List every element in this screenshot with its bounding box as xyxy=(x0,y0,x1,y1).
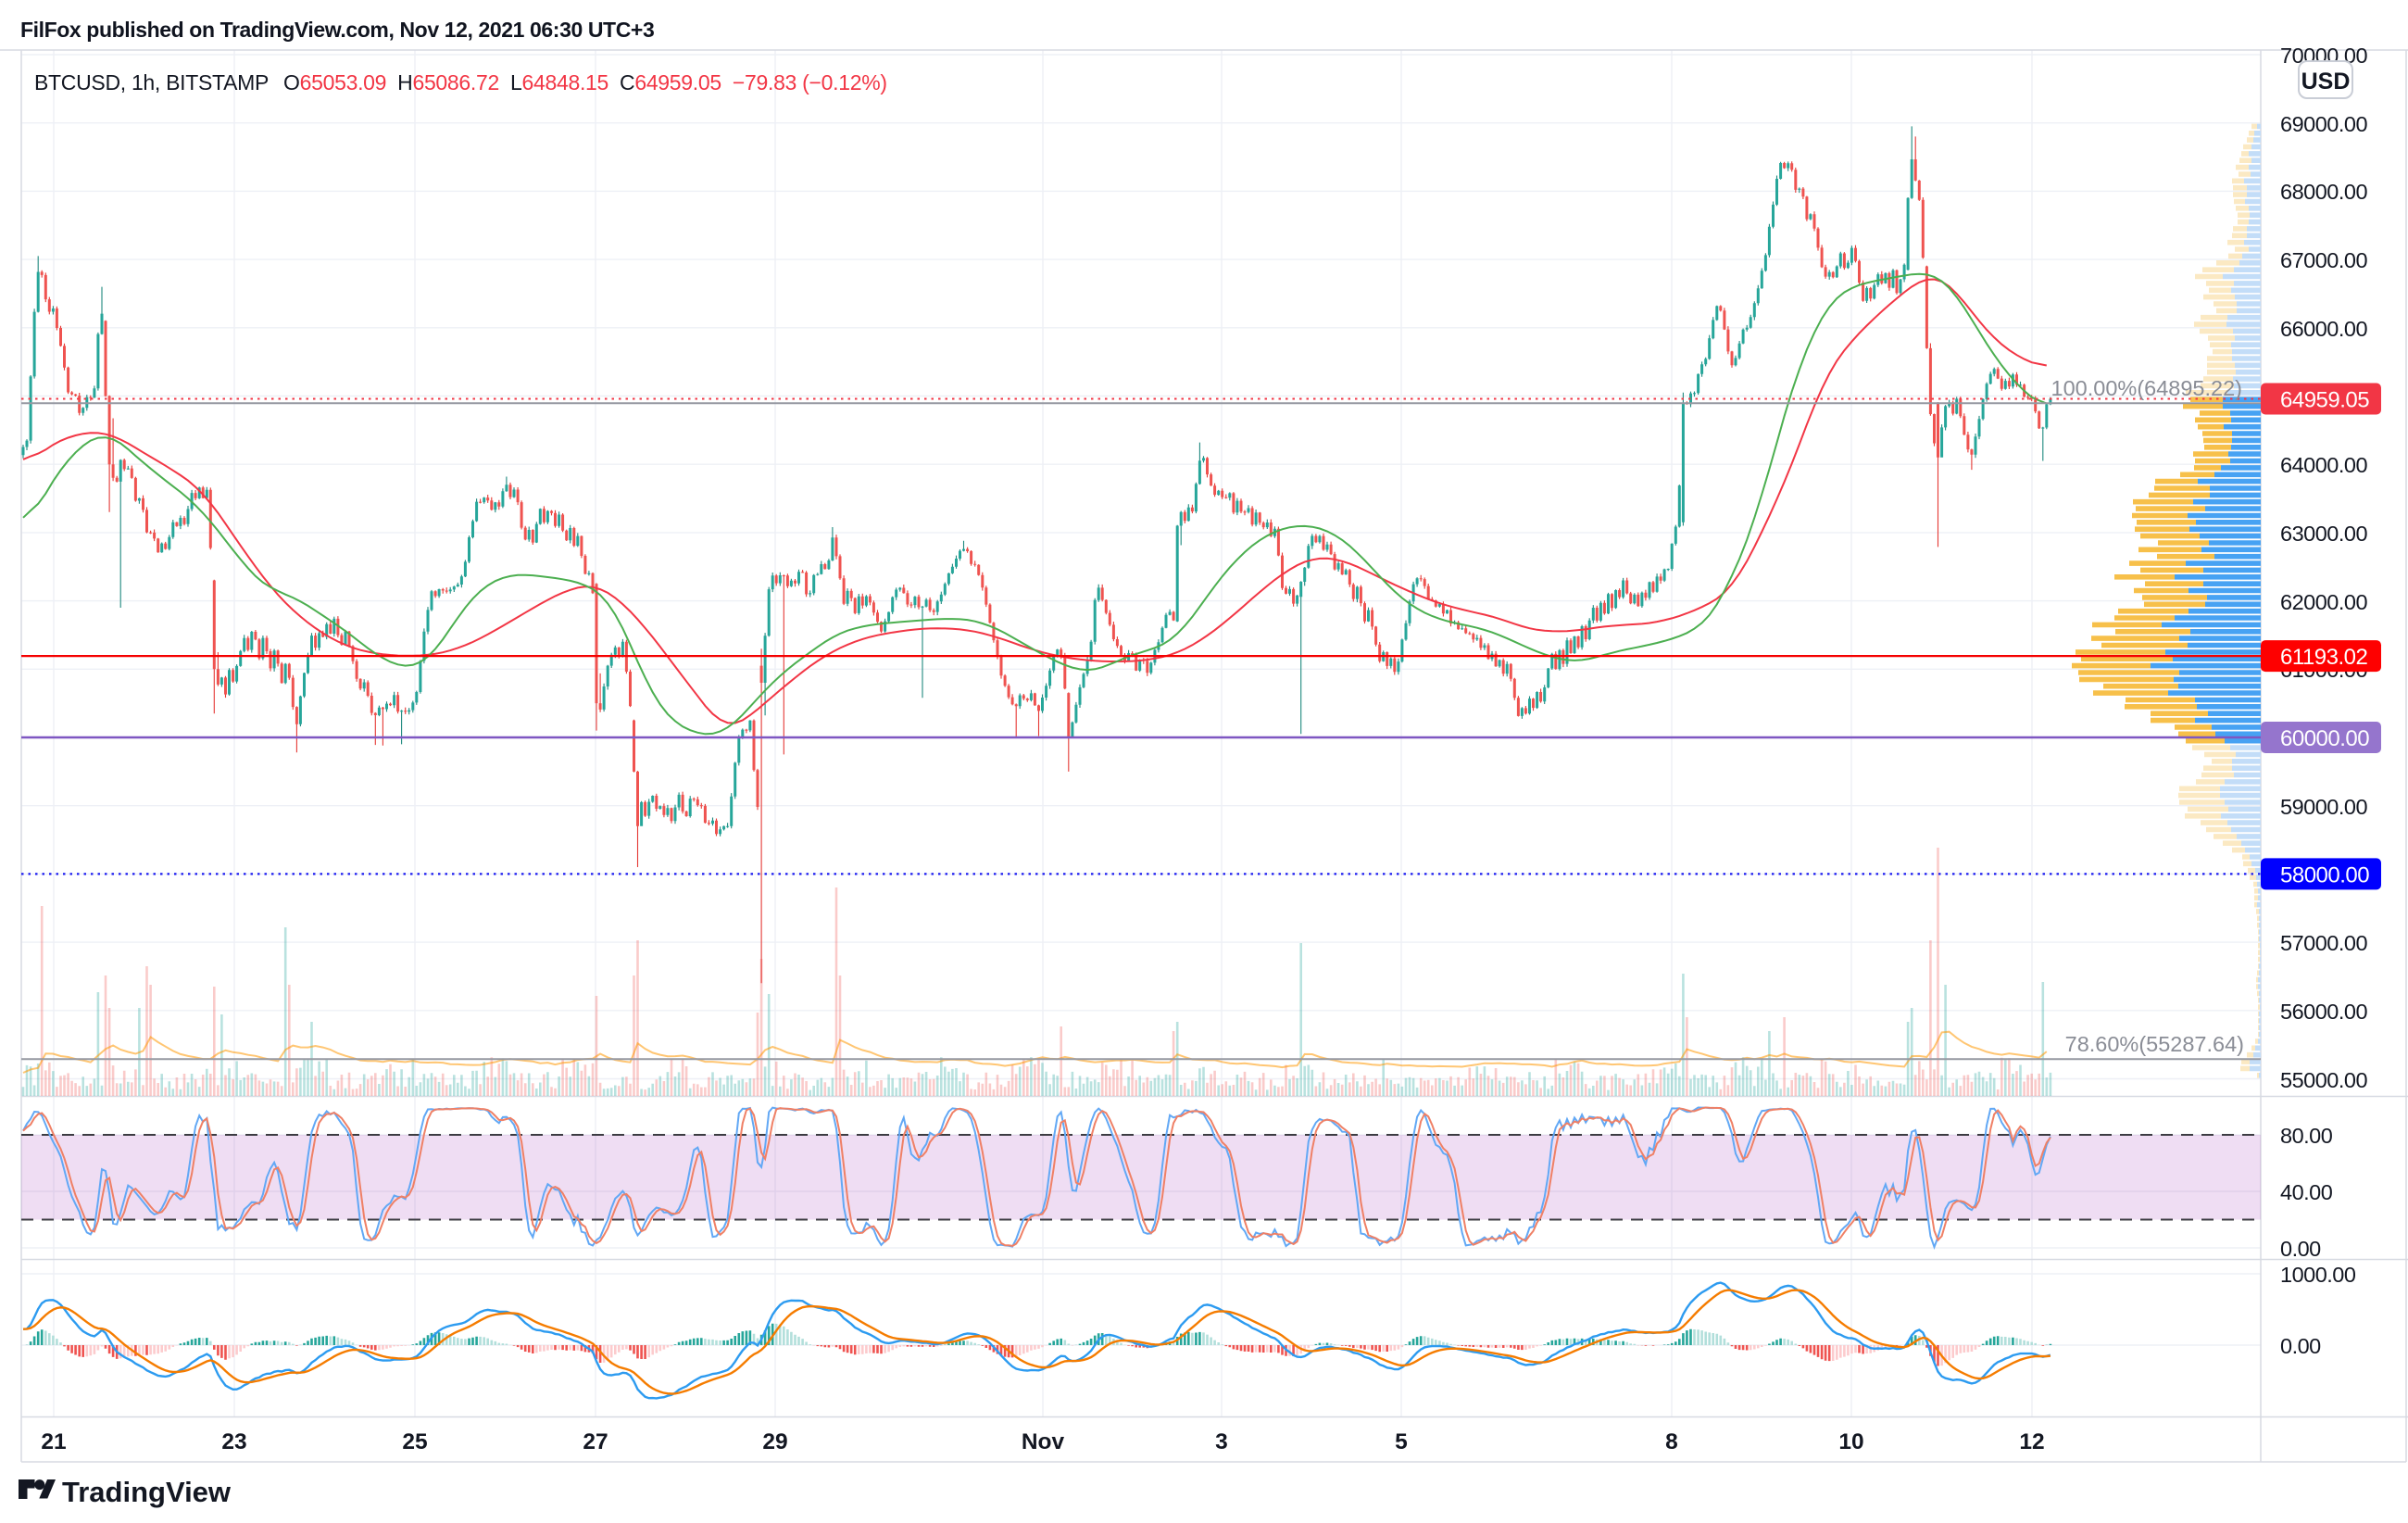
svg-text:69000.00: 69000.00 xyxy=(2280,112,2367,136)
svg-text:78.60%(55287.64): 78.60%(55287.64) xyxy=(2065,1032,2244,1056)
svg-text:68000.00: 68000.00 xyxy=(2280,180,2367,204)
svg-text:62000.00: 62000.00 xyxy=(2280,590,2367,614)
svg-text:60000.00: 60000.00 xyxy=(2280,726,2369,751)
svg-text:40.00: 40.00 xyxy=(2280,1180,2333,1204)
svg-text:67000.00: 67000.00 xyxy=(2280,248,2367,272)
svg-text:23: 23 xyxy=(221,1429,246,1454)
svg-text:FilFox published on TradingVie: FilFox published on TradingView.com, Nov… xyxy=(20,18,654,42)
svg-text:58000.00: 58000.00 xyxy=(2280,862,2369,887)
svg-text:56000.00: 56000.00 xyxy=(2280,1000,2367,1024)
svg-text:USD: USD xyxy=(2301,69,2351,94)
svg-text:63000.00: 63000.00 xyxy=(2280,522,2367,546)
svg-text:12: 12 xyxy=(2019,1429,2044,1454)
svg-text:55000.00: 55000.00 xyxy=(2280,1068,2367,1092)
svg-text:5: 5 xyxy=(1395,1429,1408,1454)
svg-text:59000.00: 59000.00 xyxy=(2280,795,2367,819)
svg-text:Nov: Nov xyxy=(1022,1429,1065,1454)
svg-text:80.00: 80.00 xyxy=(2280,1124,2333,1148)
svg-text:66000.00: 66000.00 xyxy=(2280,317,2367,341)
svg-text:3: 3 xyxy=(1215,1429,1228,1454)
svg-text:64959.05: 64959.05 xyxy=(2280,388,2369,413)
svg-text:64000.00: 64000.00 xyxy=(2280,453,2367,477)
svg-text:TradingView: TradingView xyxy=(62,1476,232,1508)
svg-text:27: 27 xyxy=(583,1429,608,1454)
svg-text:25: 25 xyxy=(402,1429,427,1454)
svg-text:1000.00: 1000.00 xyxy=(2280,1263,2356,1287)
svg-text:0.00: 0.00 xyxy=(2280,1237,2321,1261)
svg-text:100.00%(64895.22): 100.00%(64895.22) xyxy=(2051,376,2242,400)
svg-text:0.00: 0.00 xyxy=(2280,1334,2321,1358)
svg-text:29: 29 xyxy=(762,1429,787,1454)
svg-text:10: 10 xyxy=(1838,1429,1863,1454)
svg-text:8: 8 xyxy=(1665,1429,1678,1454)
svg-text:21: 21 xyxy=(41,1429,66,1454)
svg-text:57000.00: 57000.00 xyxy=(2280,931,2367,955)
svg-text:61193.02: 61193.02 xyxy=(2280,645,2367,670)
